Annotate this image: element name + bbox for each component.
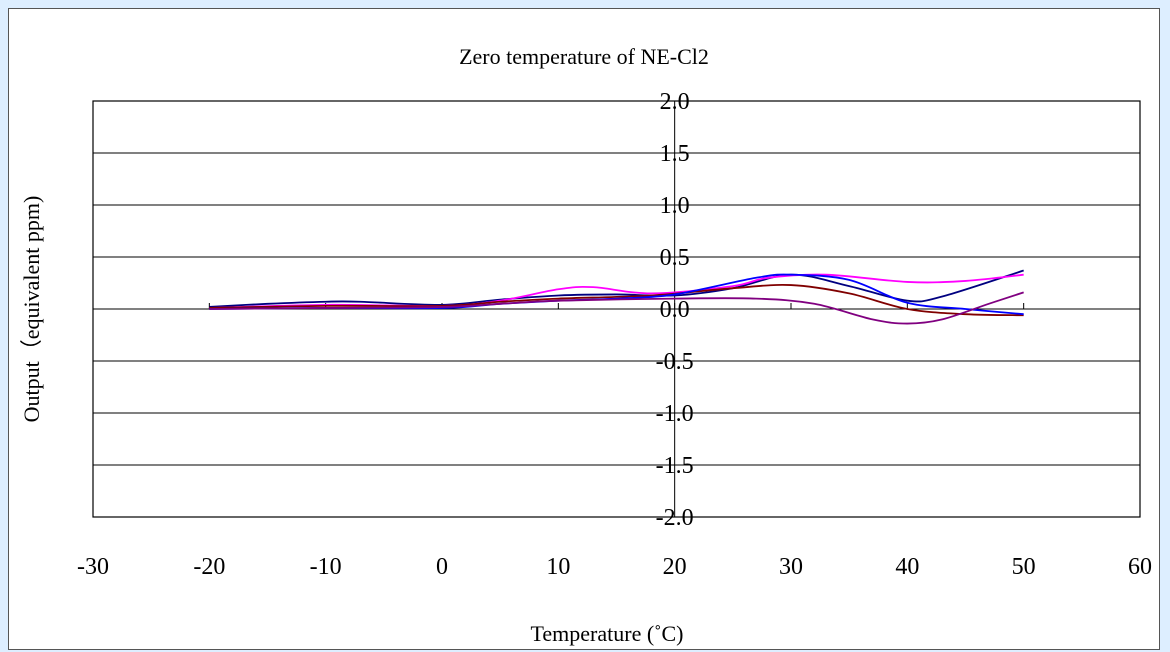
series-line-0 (209, 269, 1024, 308)
x-tick-label-3: 0 (436, 554, 448, 580)
y-tick-label-7: -1.5 (656, 453, 694, 479)
x-tick-label-9: 60 (1128, 554, 1152, 580)
y-axis-label: Output（equivalent ppm) (19, 196, 44, 423)
x-tick-label-7: 40 (895, 554, 919, 580)
y-tick-label-0: 2.0 (660, 89, 690, 115)
axis-layer: 2.0 1.5 1.0 0.5 0.0 -0.5 -1.0 -1.5 -2.0 -30 -20 -10… (77, 89, 1152, 580)
label-layer: Zero temperature of NE-Cl2 Temperature (… (19, 44, 709, 646)
y-tick-label-1: 1.5 (660, 141, 690, 167)
y-tick-label-8: -2.0 (656, 505, 694, 531)
series-line-2 (209, 283, 1024, 317)
x-tick-label-8: 50 (1012, 554, 1036, 580)
y-tick-label-6: -1.0 (656, 401, 694, 427)
x-tick-label-6: 30 (779, 554, 803, 580)
chart-title: Zero temperature of NE-Cl2 (459, 44, 709, 69)
x-tick-label-4: 10 (546, 554, 570, 580)
y-tick-label-3: 0.5 (660, 245, 690, 271)
y-tick-label-4: 0.0 (660, 297, 690, 323)
x-tick-label-2: -10 (310, 554, 342, 580)
x-tick-label-1: -20 (193, 554, 225, 580)
series-line-4 (209, 291, 1024, 325)
chart-frame: 2.0 1.5 1.0 0.5 0.0 -0.5 -1.0 -1.5 -2.0 -30 -20 -10… (8, 8, 1160, 650)
grid-layer (93, 100, 1140, 518)
series-layer (209, 269, 1024, 325)
chart-canvas: 2.0 1.5 1.0 0.5 0.0 -0.5 -1.0 -1.5 -2.0 -30 -20 -10… (19, 44, 1152, 646)
x-axis-label: Temperature (˚C) (531, 621, 684, 646)
x-tick-label-0: -30 (77, 554, 109, 580)
y-tick-label-2: 1.0 (660, 193, 690, 219)
y-tick-label-5: -0.5 (656, 349, 694, 375)
x-tick-label-5: 20 (663, 554, 687, 580)
